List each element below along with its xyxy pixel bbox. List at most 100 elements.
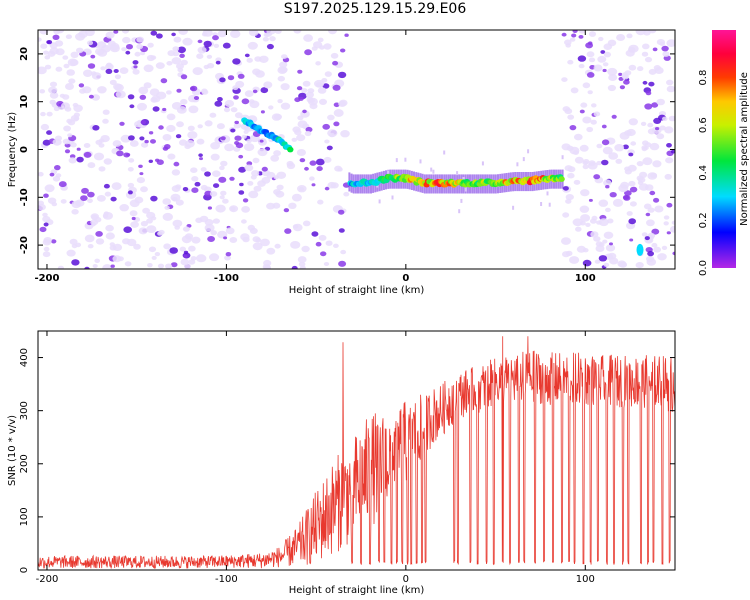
noise-cell (150, 195, 158, 202)
noise-cell (664, 126, 674, 134)
noise-cell (92, 264, 98, 268)
noise-cell (252, 89, 258, 94)
signal-haze-dot (432, 169, 435, 174)
noise-cell (325, 240, 333, 246)
noise-cell (608, 74, 618, 81)
noise-cell (212, 35, 219, 41)
noise-cell (121, 47, 127, 52)
x-axis-title: Height of straight line (km) (289, 285, 425, 296)
noise-cell (280, 102, 291, 110)
noise-cell (663, 221, 669, 226)
noise-cell (246, 161, 253, 166)
noise-cell (234, 120, 239, 125)
noise-cell (279, 61, 288, 68)
noise-cell (653, 65, 661, 71)
noise-cell (204, 190, 213, 197)
noise-cell (94, 258, 100, 263)
noise-cell (44, 64, 52, 70)
noise-cell (49, 92, 59, 99)
noise-cell (330, 52, 339, 59)
noise-cell (133, 65, 138, 69)
noise-cell (86, 50, 92, 55)
signal-haze-dot (456, 171, 459, 176)
noise-cell (327, 114, 335, 121)
signal-haze-dot (522, 157, 525, 162)
noise-cell (140, 220, 148, 227)
noise-cell (200, 184, 208, 191)
noise-cell (150, 30, 158, 36)
noise-cell (628, 118, 638, 126)
noise-cell (605, 244, 616, 252)
noise-cell (147, 42, 154, 48)
noise-cell (178, 30, 188, 35)
noise-cell (128, 158, 135, 163)
noise-cell (241, 98, 250, 105)
noise-cell (293, 223, 303, 232)
noise-cell (87, 63, 96, 69)
noise-cell (102, 118, 109, 124)
noise-cell (225, 252, 232, 257)
noise-cell (110, 264, 115, 268)
noise-cell (302, 220, 311, 227)
noise-cell (230, 30, 241, 38)
noise-cell (90, 219, 99, 226)
noise-cell (567, 172, 575, 179)
noise-cell (313, 41, 323, 49)
y-axis-title: Frequency (Hz) (7, 112, 18, 188)
noise-cell (127, 135, 135, 141)
x-tick-label: -100 (215, 574, 238, 585)
noise-cell (181, 235, 192, 244)
noise-cell (663, 215, 670, 220)
noise-cell (298, 96, 304, 101)
noise-cell (91, 214, 99, 221)
noise-cell (274, 30, 282, 34)
noise-cell (260, 87, 269, 94)
noise-cell (578, 63, 585, 69)
noise-cell (569, 125, 577, 131)
x-tick-label: 100 (576, 574, 595, 585)
noise-cell (565, 43, 571, 48)
noise-cell (280, 83, 290, 91)
noise-cell (288, 202, 297, 209)
noise-cell (171, 32, 176, 37)
noise-cell (561, 32, 567, 37)
noise-cell (220, 190, 227, 196)
signal-haze-dot (419, 159, 422, 164)
noise-cell (644, 56, 653, 63)
y-tick-label: 0 (19, 567, 30, 573)
noise-cell (235, 142, 244, 149)
noise-cell (215, 60, 221, 65)
noise-cell (304, 130, 312, 137)
noise-cell (44, 184, 55, 193)
noise-cell (654, 205, 664, 213)
noise-cell (204, 224, 215, 232)
noise-cell (601, 124, 607, 129)
noise-cell (567, 114, 575, 120)
noise-cell (182, 226, 190, 232)
noise-cell (579, 144, 589, 152)
noise-cell (607, 252, 617, 260)
noise-cell (217, 30, 227, 38)
noise-cell (206, 54, 213, 59)
noise-cell (290, 241, 301, 249)
noise-cell (119, 204, 129, 212)
noise-cell (91, 72, 102, 80)
noise-cell (621, 72, 629, 78)
noise-cell (299, 265, 306, 269)
noise-cell (83, 69, 93, 78)
noise-cell (324, 139, 330, 144)
noise-cell (105, 31, 115, 39)
noise-cell (607, 67, 618, 76)
noise-cell (261, 166, 268, 172)
noise-cell (666, 202, 673, 208)
noise-cell (588, 160, 596, 166)
noise-cell (244, 53, 250, 58)
noise-cell (38, 203, 46, 211)
signal-haze-dot (546, 191, 549, 196)
noise-cell (247, 181, 254, 186)
noise-cell (139, 94, 147, 100)
noise-cell (140, 51, 146, 56)
noise-cell (586, 51, 595, 58)
noise-cell (297, 256, 307, 263)
